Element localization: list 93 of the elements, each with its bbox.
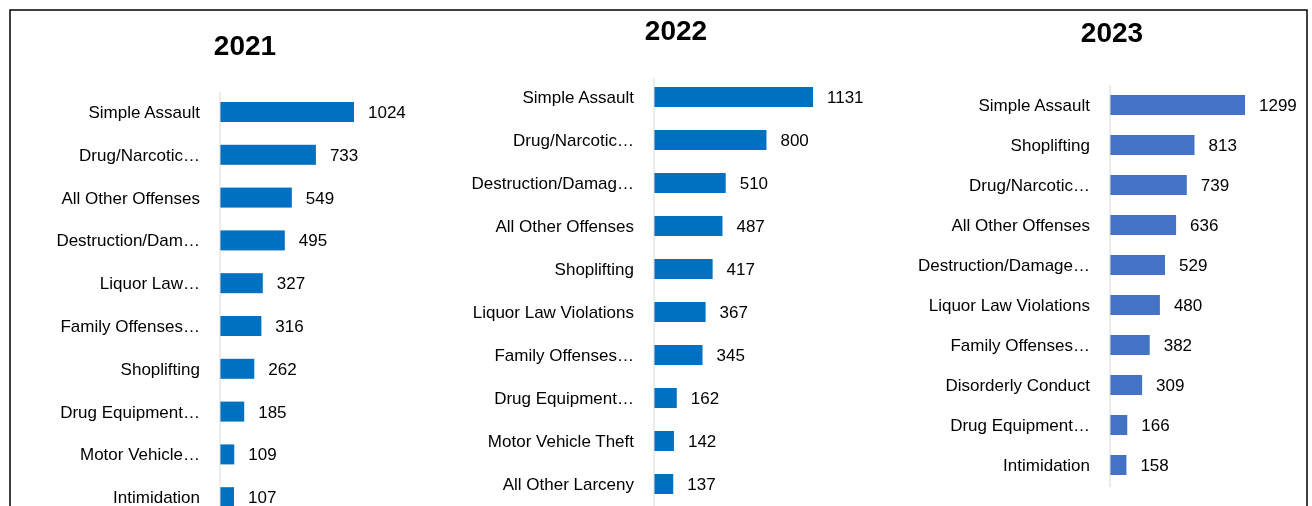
y-tick-label: Destruction/Damag… [471, 173, 634, 193]
bar [220, 487, 234, 506]
chart-title: 2022 [644, 15, 708, 46]
y-tick-label: Simple Assault [522, 87, 635, 107]
data-label: 417 [726, 259, 755, 279]
y-tick-label: Destruction/Dam… [56, 231, 200, 251]
bar [654, 130, 767, 150]
bar [1110, 295, 1160, 315]
y-tick-label: Drug Equipment… [60, 402, 200, 422]
bar [654, 474, 674, 494]
data-label: 158 [1140, 455, 1169, 475]
y-tick-label: Motor Vehicle Theft [487, 431, 635, 451]
data-label: 739 [1200, 175, 1230, 195]
data-label: 262 [268, 359, 297, 379]
bar [220, 401, 245, 422]
data-label: 733 [329, 145, 359, 165]
data-label: 1024 [368, 102, 406, 122]
y-tick-label: All Other Offenses [495, 216, 634, 236]
y-tick-label: Drug/Narcotic… [513, 130, 634, 150]
bar [1110, 375, 1143, 395]
bar [220, 358, 255, 379]
data-label: 327 [276, 274, 306, 294]
data-label: 1131 [827, 87, 864, 107]
bar [220, 316, 262, 336]
y-tick-label: Family Offenses… [950, 335, 1090, 355]
y-tick-label: Shoplifting [554, 259, 634, 279]
y-tick-label: Simple Assault [978, 95, 1091, 115]
y-tick-label: Intimidation [1003, 455, 1090, 475]
data-label: 480 [1173, 295, 1203, 315]
y-tick-label: Intimidation [113, 488, 200, 506]
bar [1110, 255, 1165, 275]
y-tick-label: All Other Larceny [502, 474, 635, 494]
y-tick-label: Disorderly Conduct [945, 375, 1091, 395]
bar [1110, 175, 1187, 195]
bar [1110, 455, 1127, 475]
data-label: 166 [1141, 415, 1170, 435]
bar [654, 388, 677, 408]
y-tick-label: Drug/Narcotic… [79, 145, 200, 165]
y-tick-label: Drug Equipment… [950, 415, 1090, 435]
data-label: 800 [780, 130, 809, 150]
data-label: 345 [716, 345, 745, 365]
data-label: 137 [687, 474, 716, 494]
bar [220, 187, 292, 208]
bar [1110, 415, 1128, 435]
y-tick-label: Motor Vehicle… [80, 445, 200, 465]
data-label: 142 [687, 431, 717, 451]
y-tick-label: All Other Offenses [951, 215, 1090, 235]
bar [654, 431, 674, 451]
data-label: 549 [305, 188, 335, 208]
y-tick-label: Drug/Narcotic… [969, 175, 1090, 195]
bar [654, 302, 706, 322]
data-label: 367 [719, 302, 748, 322]
bar [654, 173, 726, 193]
data-label: 309 [1156, 375, 1185, 395]
bar [220, 230, 285, 251]
bar [1110, 335, 1150, 355]
y-tick-label: Shoplifting [1010, 135, 1090, 155]
y-tick-label: Destruction/Damage… [918, 255, 1090, 275]
bar [1110, 215, 1177, 235]
data-label: 495 [298, 231, 328, 251]
y-tick-label: Family Offenses… [60, 316, 200, 336]
data-label: 382 [1163, 335, 1193, 355]
data-label: 109 [248, 445, 277, 465]
chart-title: 2021 [213, 30, 277, 61]
chart-title: 2023 [1080, 17, 1144, 48]
y-tick-label: All Other Offenses [61, 188, 200, 208]
data-label: 162 [690, 388, 720, 408]
data-label: 813 [1208, 135, 1237, 155]
y-tick-label: Simple Assault [88, 102, 201, 122]
bar [654, 87, 813, 107]
data-label: 316 [275, 316, 304, 336]
data-label: 1299 [1259, 95, 1297, 115]
bar [220, 273, 263, 294]
data-label: 185 [258, 402, 287, 422]
y-tick-label: Liquor Law… [99, 274, 200, 294]
data-label: 529 [1178, 255, 1208, 275]
data-label: 107 [248, 488, 277, 506]
bar [220, 102, 354, 122]
data-label: 636 [1190, 215, 1219, 235]
bar [1110, 135, 1195, 155]
y-tick-label: Liquor Law Violations [472, 302, 634, 322]
data-label: 510 [739, 173, 769, 193]
bar [654, 345, 703, 365]
y-tick-label: Drug Equipment… [494, 388, 634, 408]
y-tick-label: Shoplifting [120, 359, 200, 379]
y-tick-label: Liquor Law Violations [928, 295, 1090, 315]
y-tick-label: Family Offenses… [494, 345, 634, 365]
data-label: 487 [736, 216, 765, 236]
bar [654, 216, 723, 236]
bar [220, 144, 316, 165]
bar [220, 444, 235, 465]
bar [654, 259, 713, 279]
bar [1110, 95, 1245, 115]
